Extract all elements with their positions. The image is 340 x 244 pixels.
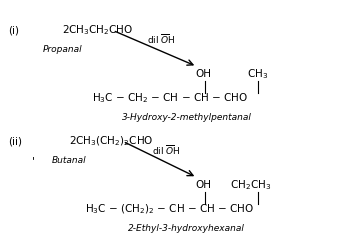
Text: CH$_2$CH$_3$: CH$_2$CH$_3$ xyxy=(230,178,272,192)
Text: dil $\overline{O}$H: dil $\overline{O}$H xyxy=(152,143,181,157)
Text: ': ' xyxy=(32,156,35,166)
Text: Propanal: Propanal xyxy=(42,45,82,54)
Text: (ii): (ii) xyxy=(8,136,22,146)
Text: H$_3$C $-$ (CH$_2$)$_2$ $-$ CH $-$ CH $-$ CHO: H$_3$C $-$ (CH$_2$)$_2$ $-$ CH $-$ CH $-… xyxy=(85,202,255,216)
Text: OH: OH xyxy=(196,69,212,79)
Text: 2-Ethyl-3-hydroxyhexanal: 2-Ethyl-3-hydroxyhexanal xyxy=(129,224,245,233)
Text: 3-Hydroxy-2-methylpentanal: 3-Hydroxy-2-methylpentanal xyxy=(122,113,252,122)
Text: dil $\overline{O}$H: dil $\overline{O}$H xyxy=(147,32,176,46)
Text: H$_3$C $-$ CH$_2$ $-$ CH $-$ CH $-$ CHO: H$_3$C $-$ CH$_2$ $-$ CH $-$ CH $-$ CHO xyxy=(92,91,248,105)
Text: OH: OH xyxy=(196,180,212,190)
Text: Butanal: Butanal xyxy=(52,156,86,165)
Text: CH$_3$: CH$_3$ xyxy=(247,67,268,81)
Text: (i): (i) xyxy=(8,25,19,35)
Text: 2CH$_3$(CH$_2$)$_2$CHO: 2CH$_3$(CH$_2$)$_2$CHO xyxy=(69,134,153,148)
Text: 2CH$_3$CH$_2$CHO: 2CH$_3$CH$_2$CHO xyxy=(62,23,134,37)
